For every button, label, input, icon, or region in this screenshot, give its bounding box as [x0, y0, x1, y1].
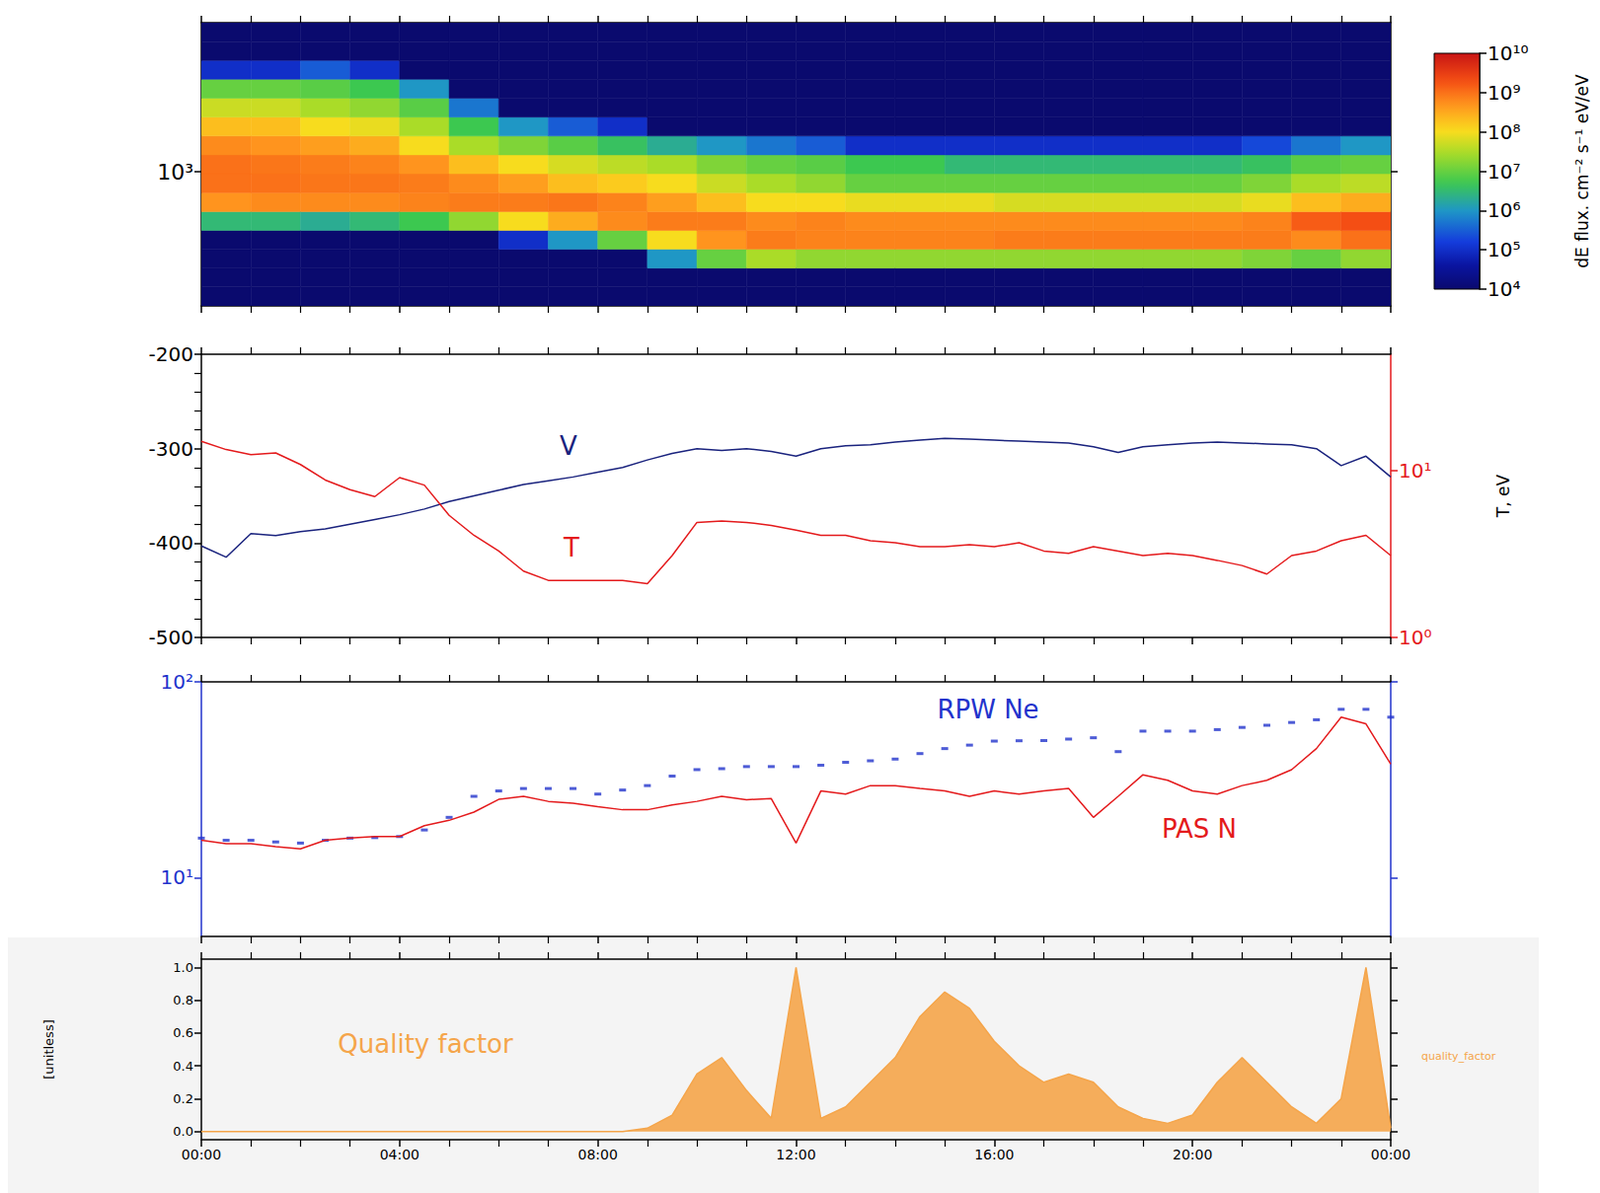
svg-text:10⁶: 10⁶ [1487, 198, 1521, 223]
svg-text:10⁷: 10⁷ [1487, 159, 1521, 184]
svg-text:10⁰: 10⁰ [1398, 625, 1432, 650]
svg-text:0.2: 0.2 [172, 1091, 194, 1107]
svg-text:0.8: 0.8 [172, 992, 194, 1008]
svg-text:V: V [559, 431, 578, 461]
svg-text:10¹: 10¹ [1398, 458, 1432, 483]
svg-text:RPW Ne: RPW Ne [936, 694, 1039, 725]
svg-text:dE flux. cm⁻² s⁻¹ eV/eV: dE flux. cm⁻² s⁻¹ eV/eV [1572, 74, 1593, 269]
svg-text:08:00: 08:00 [577, 1146, 617, 1163]
svg-text:T, eV: T, eV [1493, 473, 1514, 519]
svg-text:quality_factor: quality_factor [1421, 1050, 1497, 1064]
svg-text:10⁸: 10⁸ [1487, 120, 1521, 145]
svg-text:[unitless]: [unitless] [41, 1019, 57, 1080]
svg-text:1.0: 1.0 [172, 960, 194, 976]
svg-text:T: T [562, 533, 580, 563]
svg-text:00:00: 00:00 [1371, 1146, 1411, 1163]
svg-text:10³: 10³ [156, 159, 194, 185]
svg-text:04:00: 04:00 [380, 1146, 420, 1163]
svg-text:10²: 10² [160, 670, 194, 694]
svg-text:12:00: 12:00 [775, 1146, 816, 1163]
svg-text:0.0: 0.0 [172, 1124, 194, 1140]
svg-text:00:00: 00:00 [181, 1146, 222, 1163]
svg-text:10⁹: 10⁹ [1487, 80, 1521, 105]
svg-text:-200: -200 [149, 342, 194, 367]
svg-text:20:00: 20:00 [1172, 1146, 1213, 1163]
svg-text:10¹: 10¹ [160, 865, 194, 890]
svg-text:-400: -400 [149, 531, 194, 555]
svg-text:0.6: 0.6 [172, 1025, 194, 1041]
svg-text:-300: -300 [149, 437, 194, 461]
svg-text:0.4: 0.4 [172, 1059, 194, 1074]
svg-text:10⁵: 10⁵ [1487, 237, 1521, 262]
svg-text:-500: -500 [149, 625, 194, 650]
svg-text:PAS N: PAS N [1161, 814, 1237, 844]
svg-text:Quality factor: Quality factor [337, 1029, 514, 1060]
svg-text:10⁴: 10⁴ [1487, 277, 1521, 302]
svg-text:10¹⁰: 10¹⁰ [1487, 41, 1528, 66]
svg-text:16:00: 16:00 [974, 1146, 1014, 1163]
